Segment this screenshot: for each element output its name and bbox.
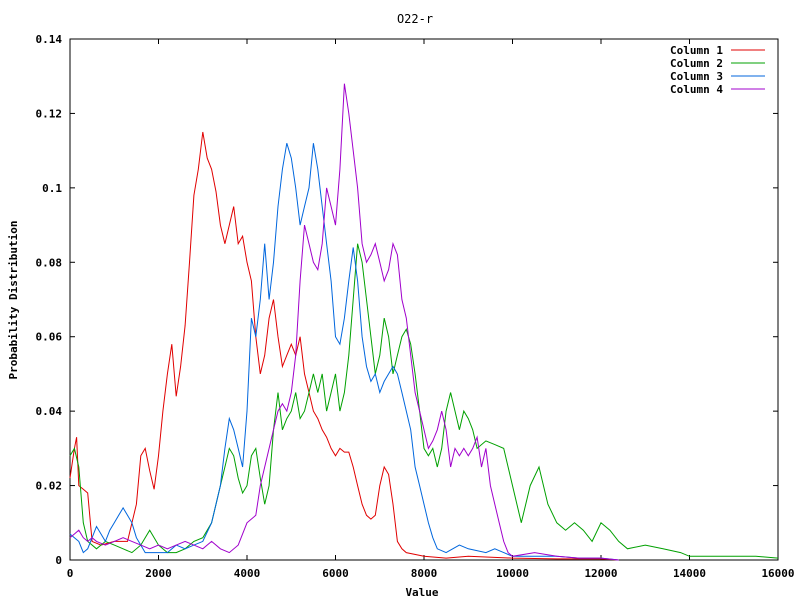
x-tick-label: 4000: [234, 567, 261, 580]
series-group: [69, 83, 779, 561]
x-tick-label: 8000: [411, 567, 438, 580]
legend-label-1: Column 1: [670, 44, 723, 57]
y-tick-label: 0.1: [42, 182, 62, 195]
x-axis-label: Value: [405, 586, 438, 599]
y-tick-label: 0: [55, 554, 62, 567]
axis-ticks: 0 2000 4000 6000 8000 10000 12000 14000 16000 0 0.…: [36, 33, 795, 580]
y-tick-label: 0.06: [36, 331, 63, 344]
x-tick-label: 10000: [496, 567, 529, 580]
x-tick-label: 16000: [761, 567, 794, 580]
chart-title: O22-r: [397, 12, 433, 26]
x-tick-label: 6000: [322, 567, 349, 580]
y-tick-label: 0.02: [36, 480, 63, 493]
x-tick-label: 2000: [145, 567, 172, 580]
y-tick-label: 0.12: [36, 107, 63, 120]
legend-label-4: Column 4: [670, 83, 723, 96]
y-tick-label: 0.04: [36, 405, 63, 418]
series-line-3: [69, 143, 619, 561]
y-tick-label: 0.14: [36, 33, 63, 46]
legend-label-2: Column 2: [670, 57, 723, 70]
legend-label-3: Column 3: [670, 70, 723, 83]
x-tick-label: 14000: [673, 567, 706, 580]
y-tick-label: 0.08: [36, 256, 63, 269]
y-axis-label: Probability Distribution: [7, 221, 20, 380]
series-line-1: [69, 131, 619, 561]
x-tick-label: 0: [67, 567, 74, 580]
series-line-4: [69, 83, 619, 561]
x-tick-label: 12000: [584, 567, 617, 580]
series-line-2: [69, 243, 779, 559]
plot-frame: [69, 38, 779, 561]
